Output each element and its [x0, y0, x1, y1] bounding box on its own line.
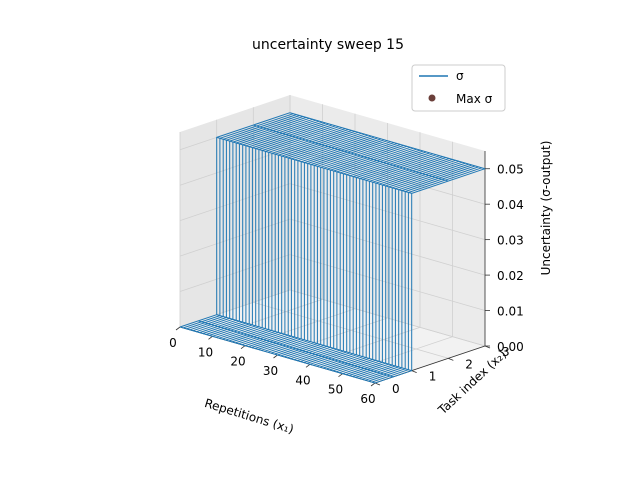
y-tick-label-3: 3 [502, 345, 510, 359]
z-tick-label-1: 0.01 [497, 305, 524, 319]
tick-labels: 0 10 20 30 40 50 60 0 1 2 30.00 0.01 0.02 0.03 0.04 0.0… [169, 163, 524, 406]
z-tick-label-4: 0.04 [497, 198, 524, 212]
x-tick-label-5: 50 [328, 383, 343, 397]
legend-label-sigma: σ [456, 69, 464, 83]
y-tick-label-2: 2 [465, 357, 473, 371]
y-tick-label-0: 0 [392, 382, 400, 396]
x-tick-mark-1 [208, 336, 213, 340]
x-tick-label-2: 20 [230, 355, 245, 369]
y-tick-mark-1 [411, 370, 417, 374]
z-tick-label-3: 0.03 [497, 234, 524, 248]
legend-label-max-sigma: Max σ [456, 92, 493, 106]
surface-row-3 [216, 136, 412, 194]
surface-wireframe [179, 112, 486, 384]
y-tick-mark-0 [374, 382, 381, 386]
x-tick-label-1: 10 [198, 345, 213, 359]
x-tick-label-4: 40 [295, 373, 310, 387]
x-tick-mark-5 [338, 373, 343, 377]
z-tick-label-5: 0.05 [497, 163, 524, 177]
y-tick-label-1: 1 [429, 370, 437, 384]
x-axis-label: Repetitions (x₁) [203, 396, 296, 436]
surface-col-60 [374, 168, 486, 384]
x-tick-label-3: 30 [263, 364, 278, 378]
x-tick-mark-6 [370, 382, 376, 387]
surface-row-0 [179, 326, 376, 384]
legend: σ Max σ [411, 64, 506, 112]
y-tick-mark-2 [448, 357, 454, 361]
z-tick-label-2: 0.02 [497, 269, 524, 283]
z-tick-label-0: 0.00 [497, 340, 524, 354]
chart-title: uncertainty sweep 15 [252, 37, 404, 53]
x-tick-label-6: 60 [360, 392, 375, 406]
left-pane [180, 95, 290, 327]
surface-row-4 [253, 124, 449, 182]
surface-row-1 [198, 320, 394, 378]
z-axis-label: Uncertainty (σ-output) [539, 141, 553, 276]
legend-marker-max-sigma [428, 94, 436, 102]
x-tick-mark-2 [240, 345, 246, 349]
x-tick-mark-3 [273, 354, 278, 359]
surface-row-2 [216, 314, 412, 372]
surface-row-5 [289, 112, 486, 170]
x-tick-mark-4 [305, 364, 311, 368]
x-tick-mark-0 [175, 326, 181, 331]
x-tick-label-0: 0 [169, 336, 177, 350]
